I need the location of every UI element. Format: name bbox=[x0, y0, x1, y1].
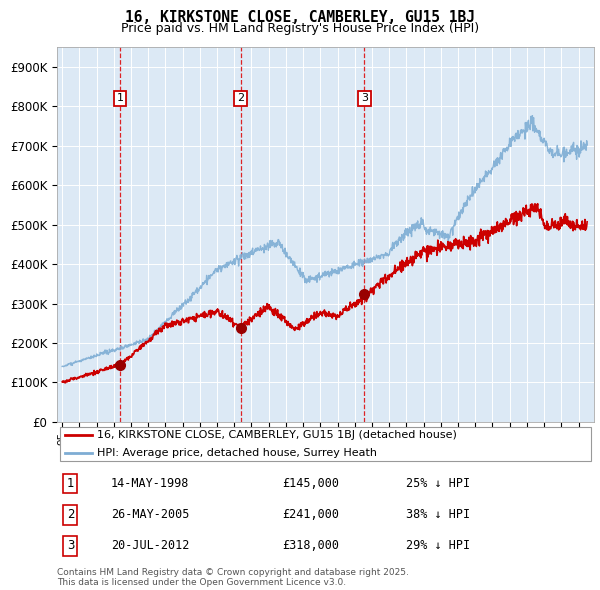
Text: 14-MAY-1998: 14-MAY-1998 bbox=[111, 477, 189, 490]
Text: 26-MAY-2005: 26-MAY-2005 bbox=[111, 508, 189, 522]
Text: 20-JUL-2012: 20-JUL-2012 bbox=[111, 539, 189, 552]
Text: 29% ↓ HPI: 29% ↓ HPI bbox=[406, 539, 470, 552]
Text: 16, KIRKSTONE CLOSE, CAMBERLEY, GU15 1BJ: 16, KIRKSTONE CLOSE, CAMBERLEY, GU15 1BJ bbox=[125, 10, 475, 25]
Text: 1: 1 bbox=[116, 93, 124, 103]
Text: 38% ↓ HPI: 38% ↓ HPI bbox=[406, 508, 470, 522]
Text: £241,000: £241,000 bbox=[283, 508, 340, 522]
Text: 2: 2 bbox=[67, 508, 74, 522]
Text: £318,000: £318,000 bbox=[283, 539, 340, 552]
FancyBboxPatch shape bbox=[59, 427, 592, 461]
Text: 16, KIRKSTONE CLOSE, CAMBERLEY, GU15 1BJ (detached house): 16, KIRKSTONE CLOSE, CAMBERLEY, GU15 1BJ… bbox=[97, 430, 457, 440]
Text: 2: 2 bbox=[237, 93, 244, 103]
Text: Contains HM Land Registry data © Crown copyright and database right 2025.
This d: Contains HM Land Registry data © Crown c… bbox=[57, 568, 409, 587]
Text: 3: 3 bbox=[67, 539, 74, 552]
Text: 3: 3 bbox=[361, 93, 368, 103]
Text: 1: 1 bbox=[67, 477, 74, 490]
Text: 25% ↓ HPI: 25% ↓ HPI bbox=[406, 477, 470, 490]
Text: £145,000: £145,000 bbox=[283, 477, 340, 490]
Text: HPI: Average price, detached house, Surrey Heath: HPI: Average price, detached house, Surr… bbox=[97, 448, 377, 458]
Text: Price paid vs. HM Land Registry's House Price Index (HPI): Price paid vs. HM Land Registry's House … bbox=[121, 22, 479, 35]
